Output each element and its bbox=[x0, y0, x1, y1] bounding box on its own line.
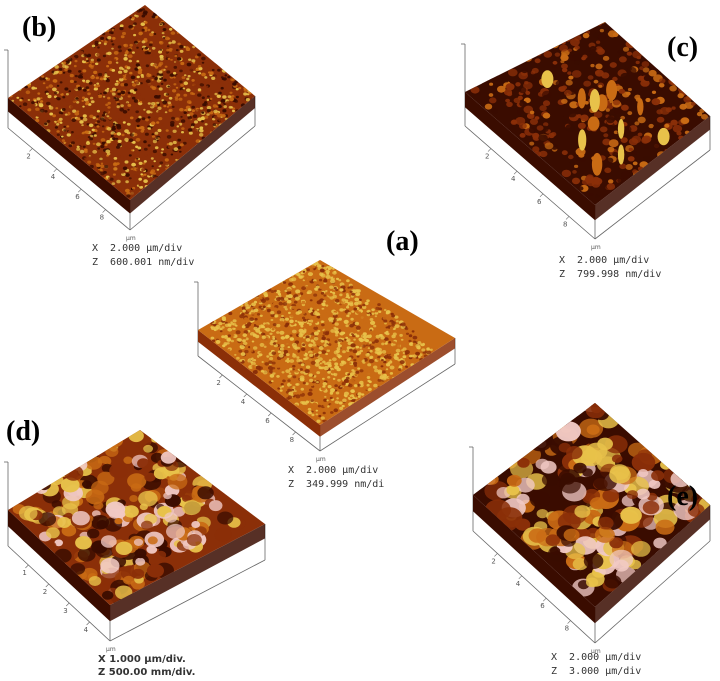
axis-tick-label: 4 bbox=[511, 175, 516, 183]
surface-side-wall bbox=[473, 495, 595, 624]
afm-surface-a: 2 4 6 8 µm bbox=[194, 260, 456, 463]
axis-tick-label: 1 bbox=[22, 569, 26, 577]
axis-tick-label: 8 bbox=[290, 436, 294, 444]
axis-tick-label: 8 bbox=[100, 214, 104, 222]
panel-label-c: (c) bbox=[667, 32, 699, 63]
afm-panel-a: 2 4 6 8 µm (a) X 2.000 µm/div Z 349.999 nm/d… bbox=[190, 220, 470, 500]
surface-side-wall bbox=[320, 338, 455, 437]
axis-unit-label: µm bbox=[106, 646, 116, 653]
surface-side-wall bbox=[110, 524, 265, 622]
axis-unit-label: µm bbox=[591, 648, 601, 655]
axis-tick-label: 2 bbox=[216, 379, 220, 387]
axis-tick-label: 8 bbox=[565, 625, 569, 633]
scale-z-a: Z 349.999 nm/di bbox=[288, 479, 385, 490]
axis-tick-label: 6 bbox=[265, 417, 270, 425]
scale-x-e: X 2.000 µm/div bbox=[551, 652, 642, 663]
surface-texture bbox=[470, 22, 710, 199]
axis-tick-label: 2 bbox=[26, 152, 30, 160]
surface-side-wall bbox=[198, 330, 320, 437]
surface-side-wall bbox=[465, 92, 595, 221]
scale-z-d: Z 500.00 mm/div. bbox=[98, 667, 196, 678]
axis-unit-label: µm bbox=[316, 456, 326, 463]
surface-side-wall bbox=[8, 510, 110, 622]
afm-surface-b: 2 4 6 8 µm bbox=[4, 5, 256, 242]
axis-tick-label: 6 bbox=[540, 602, 545, 610]
panel-label-a: (a) bbox=[386, 226, 419, 257]
surface-texture bbox=[9, 6, 255, 198]
axis-tick-label: 4 bbox=[516, 580, 521, 588]
axis-frame bbox=[4, 49, 256, 231]
surface-side-wall bbox=[130, 96, 255, 214]
axis-tick-label: 4 bbox=[84, 626, 89, 634]
surface-side-wall bbox=[8, 98, 130, 214]
axis-tick-label: 3 bbox=[63, 607, 67, 615]
afm-panel-c: 2 4 6 8 µm (c) X 2.000 µm/div Z 799.998 nm/d… bbox=[455, 0, 720, 290]
afm-panel-d: 1 2 3 4 µm (d) X 1.000 µm/div. Z 500.00 mm/d… bbox=[0, 400, 275, 681]
axis-tick-label: 6 bbox=[75, 193, 80, 201]
afm-panel-e: 2 4 6 8 µm (e) X 2.000 µm/div Z 3.000 µm/div bbox=[455, 395, 720, 681]
surface-texture bbox=[12, 430, 246, 605]
afm-panel-b: 2 4 6 8 µm (b) X 2.000 µm/div Z 600.001 nm/d… bbox=[0, 0, 270, 280]
axis-tick-label: 2 bbox=[491, 557, 495, 565]
panel-label-e: (e) bbox=[667, 481, 699, 512]
scale-x-a: X 2.000 µm/div bbox=[288, 465, 379, 476]
afm-surface-c: 2 4 6 8 µm bbox=[461, 22, 711, 251]
axis-tick-label: 4 bbox=[51, 173, 56, 181]
surface-texture bbox=[203, 260, 436, 423]
afm-surface-d: 1 2 3 4 µm bbox=[4, 430, 266, 653]
axis-tick-label: 2 bbox=[43, 588, 47, 596]
scale-z-e: Z 3.000 µm/div bbox=[551, 666, 642, 677]
scale-x-b: X 2.000 µm/div bbox=[92, 243, 183, 254]
scale-x-c: X 2.000 µm/div bbox=[559, 255, 650, 266]
axis-tick-label: 4 bbox=[241, 398, 246, 406]
scale-x-d: X 1.000 µm/div. bbox=[98, 654, 186, 665]
surface-top bbox=[8, 5, 255, 200]
panel-label-b: (b) bbox=[22, 12, 57, 43]
surface-side-wall bbox=[595, 116, 710, 221]
panel-label-d: (d) bbox=[6, 416, 41, 447]
axis-unit-label: µm bbox=[126, 235, 136, 242]
axis-tick-label: 8 bbox=[563, 220, 567, 228]
axis-tick-label: 2 bbox=[485, 153, 489, 161]
axis-frame bbox=[4, 461, 266, 642]
surface-side-wall bbox=[595, 505, 710, 624]
afm-surface-e: 2 4 6 8 µm bbox=[469, 403, 711, 655]
scale-z-b: Z 600.001 nm/div bbox=[92, 257, 195, 268]
axis-tick-label: 6 bbox=[537, 198, 542, 206]
axis-unit-label: µm bbox=[591, 244, 601, 251]
scale-z-c: Z 799.998 nm/div bbox=[559, 269, 662, 280]
